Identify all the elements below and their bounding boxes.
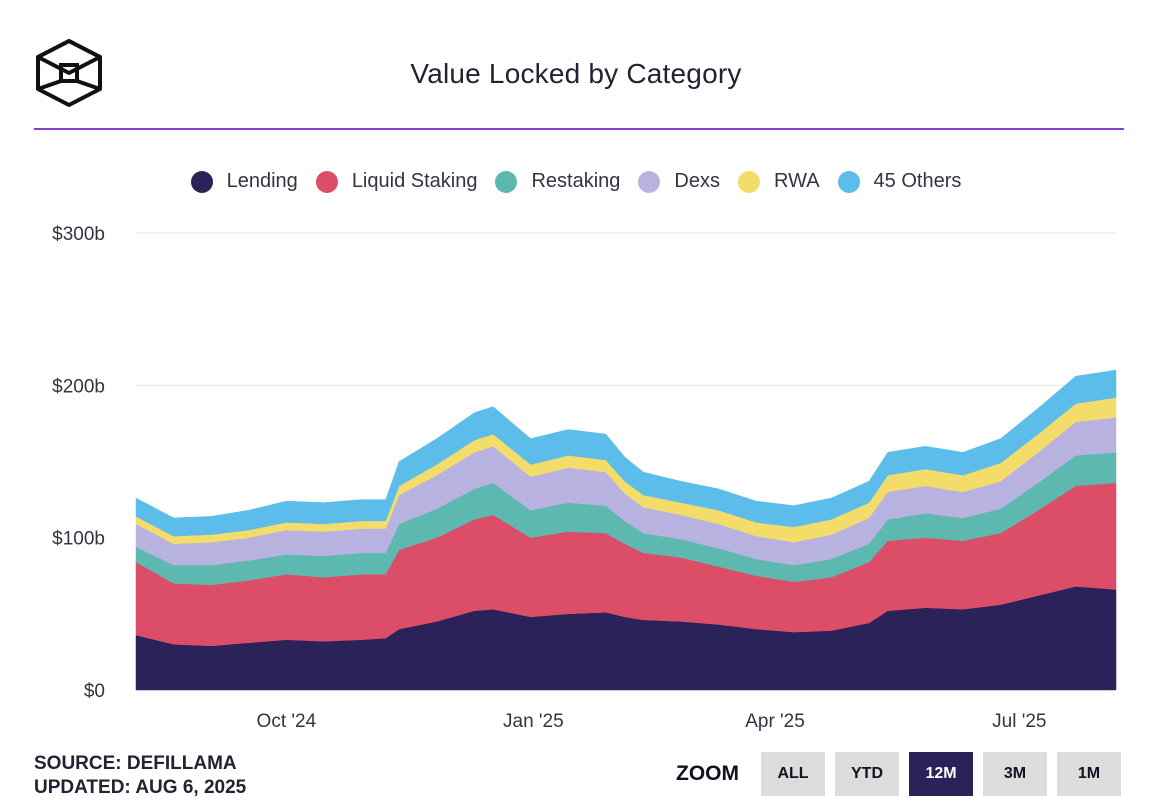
zoom-label: ZOOM bbox=[676, 762, 739, 785]
x-tick-label: Jan '25 bbox=[503, 711, 564, 732]
chart-area: $0 $100b $200b $300b Oct '24 Jan '25 Apr '25 Ju… bbox=[52, 224, 1117, 732]
legend-label: RWA bbox=[773, 170, 820, 192]
chart-legend: Lending Liquid Staking Restaking Dexs RWA 45 … bbox=[0, 170, 1152, 193]
legend-label: Liquid Staking bbox=[351, 170, 478, 192]
x-tick-label: Jul '25 bbox=[992, 711, 1046, 732]
x-tick-label: Oct '24 bbox=[257, 711, 317, 732]
legend-item-rwa[interactable]: RWA bbox=[737, 170, 820, 193]
y-tick-label: $0 bbox=[84, 681, 105, 702]
legend-swatch bbox=[190, 170, 213, 193]
page-title: Value Locked by Category bbox=[410, 58, 742, 89]
legend-swatch bbox=[315, 170, 338, 193]
y-tick-label: $300b bbox=[52, 224, 105, 245]
updated-label: UPDATED: AUG 6, 2025 bbox=[34, 777, 247, 798]
legend-swatch bbox=[837, 170, 860, 193]
legend-swatch bbox=[638, 170, 661, 193]
zoom-all-button[interactable]: ALL bbox=[761, 752, 825, 796]
legend-label: Dexs bbox=[674, 170, 720, 192]
legend-label: 45 Others bbox=[873, 170, 962, 192]
legend-item-restaking[interactable]: Restaking bbox=[495, 170, 620, 193]
legend-label: Restaking bbox=[531, 170, 621, 192]
source-info: SOURCE: DEFILLAMA UPDATED: AUG 6, 2025 bbox=[34, 752, 246, 800]
legend-item-lending[interactable]: Lending bbox=[190, 170, 298, 193]
y-tick-label: $200b bbox=[52, 376, 105, 397]
title-divider bbox=[34, 128, 1124, 130]
legend-swatch bbox=[495, 170, 518, 193]
zoom-ytd-button[interactable]: YTD bbox=[835, 752, 899, 796]
logo-icon bbox=[36, 39, 102, 107]
legend-item-dexs[interactable]: Dexs bbox=[638, 170, 720, 193]
zoom-3m-button[interactable]: 3M bbox=[983, 752, 1047, 796]
source-label: SOURCE: DEFILLAMA bbox=[34, 753, 237, 774]
legend-item-45-others[interactable]: 45 Others bbox=[837, 170, 962, 193]
y-tick-label: $100b bbox=[52, 529, 105, 550]
zoom-1m-button[interactable]: 1M bbox=[1057, 752, 1121, 796]
zoom-12m-button[interactable]: 12M bbox=[909, 752, 973, 796]
zoom-controls: ZOOM ALL YTD 12M 3M 1M bbox=[676, 752, 1121, 796]
legend-swatch bbox=[737, 170, 760, 193]
legend-label: Lending bbox=[226, 170, 298, 192]
legend-item-liquid-staking[interactable]: Liquid Staking bbox=[315, 170, 478, 193]
area-series-45-others bbox=[135, 369, 1117, 537]
x-tick-label: Apr '25 bbox=[745, 711, 805, 732]
